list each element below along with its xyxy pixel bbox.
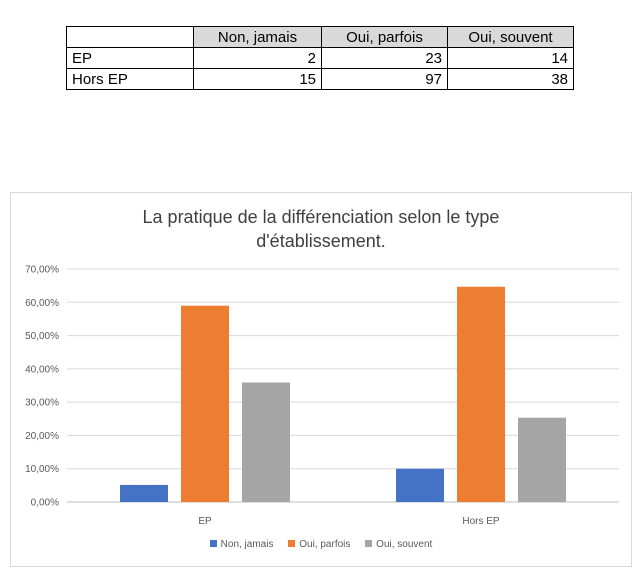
table-cell: 15	[193, 68, 322, 90]
chart-legend: Non, jamais Oui, parfois Oui, souvent	[11, 539, 631, 550]
y-tick-label: 10,00%	[25, 464, 59, 475]
y-tick-label: 0,00%	[31, 498, 59, 509]
table-cell: 97	[321, 68, 448, 90]
bar	[242, 382, 290, 502]
legend-label: Oui, parfois	[299, 539, 351, 550]
y-tick-label: 20,00%	[25, 431, 59, 442]
legend-item: Oui, parfois	[288, 539, 350, 550]
table-cell: 2	[193, 47, 322, 69]
x-tick-label: EP	[198, 516, 212, 527]
table-header-cell: Oui, parfois	[321, 26, 448, 48]
bar	[120, 484, 168, 502]
chart-title-line: d'établissement.	[256, 231, 386, 251]
legend-item: Oui, souvent	[365, 539, 432, 550]
legend-swatch	[288, 540, 296, 547]
table-cell: 38	[447, 68, 574, 90]
source-data-table: Non, jamais Oui, parfois Oui, souvent EP…	[66, 26, 574, 90]
chart-title-line: La pratique de la différenciation selon …	[142, 207, 500, 227]
table-header-row: Non, jamais Oui, parfois Oui, souvent	[66, 26, 574, 48]
table-cell: 23	[321, 47, 448, 69]
bar	[518, 417, 566, 502]
bar	[181, 305, 229, 502]
legend-item: Non, jamais	[209, 539, 274, 550]
legend-swatch	[365, 540, 373, 547]
table-corner-cell	[66, 26, 194, 48]
table-row-label: Hors EP	[66, 68, 194, 90]
y-tick-label: 70,00%	[25, 265, 59, 276]
table-row: EP 2 23 14	[66, 47, 574, 69]
y-tick-label: 50,00%	[25, 331, 59, 342]
y-tick-label: 60,00%	[25, 298, 59, 309]
table-row: Hors EP 15 97 38	[66, 68, 574, 90]
chart-area[interactable]: La pratique de la différenciation selon …	[10, 192, 632, 567]
table-row-label: EP	[66, 47, 194, 69]
y-tick-label: 30,00%	[25, 398, 59, 409]
legend-label: Non, jamais	[220, 539, 274, 550]
x-tick-label: Hors EP	[462, 516, 500, 527]
y-tick-label: 40,00%	[25, 364, 59, 375]
chart-title: La pratique de la différenciation selon …	[11, 205, 631, 253]
table-cell: 14	[447, 47, 574, 69]
table-header-cell: Non, jamais	[193, 26, 322, 48]
legend-swatch	[209, 540, 217, 547]
table-header-cell: Oui, souvent	[447, 26, 574, 48]
plot-area: 0,00% 10,00% 20,00% 30,00% 40,00% 50,00% 60,00…	[25, 265, 619, 527]
bar	[396, 468, 444, 502]
legend-label: Oui, souvent	[376, 539, 433, 550]
bar	[457, 286, 505, 502]
